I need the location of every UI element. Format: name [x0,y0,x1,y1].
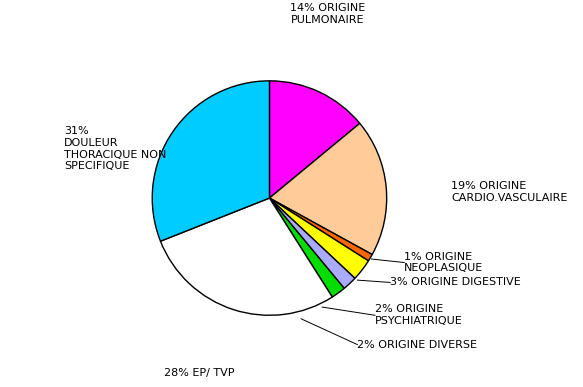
Text: 3% ORIGINE DIGESTIVE: 3% ORIGINE DIGESTIVE [390,277,521,288]
Wedge shape [160,198,332,315]
Text: 28% EP/ TVP: 28% EP/ TVP [164,368,234,378]
Text: 2% ORIGINE DIVERSE: 2% ORIGINE DIVERSE [357,339,477,349]
Text: 2% ORIGINE
PSYCHIATRIQUE: 2% ORIGINE PSYCHIATRIQUE [375,305,463,326]
Wedge shape [269,198,355,288]
Text: 1% ORIGINE
NEOPLASIQUE: 1% ORIGINE NEOPLASIQUE [404,252,483,273]
Wedge shape [269,123,387,255]
Wedge shape [269,198,372,261]
Text: 19% ORIGINE
CARDIO.VASCULAIRE: 19% ORIGINE CARDIO.VASCULAIRE [451,182,567,203]
Text: 31%
DOULEUR
THORACIQUE NON
SPECIFIQUE: 31% DOULEUR THORACIQUE NON SPECIFIQUE [64,127,167,171]
Text: 14% ORIGINE
PULMONAIRE: 14% ORIGINE PULMONAIRE [290,3,366,24]
Wedge shape [269,81,360,198]
Wedge shape [269,198,344,297]
Wedge shape [269,198,368,278]
Wedge shape [152,81,269,241]
